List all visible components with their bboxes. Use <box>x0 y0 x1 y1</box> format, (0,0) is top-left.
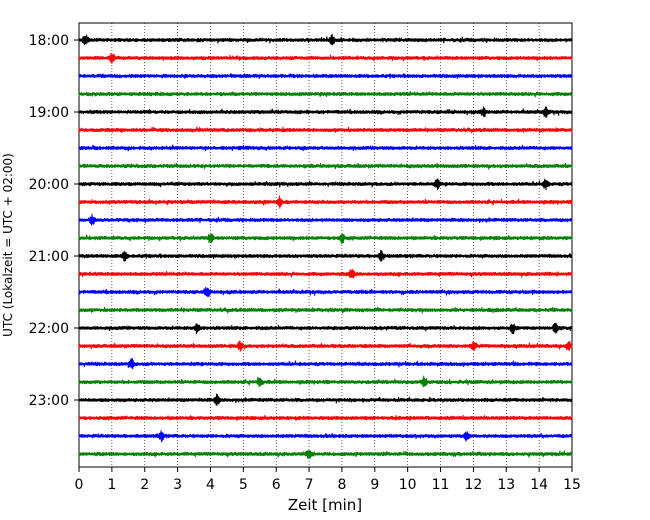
trace-2115 <box>78 268 573 279</box>
x-tick-label-8: 8 <box>337 477 346 493</box>
trace-2030 <box>78 213 573 226</box>
x-axis-ticks: 0 1 2 3 4 5 6 7 8 9 10 11 12 13 14 15 <box>75 467 581 493</box>
grid-lines <box>111 23 540 467</box>
x-tick-label-12: 12 <box>464 477 482 493</box>
trace-1930 <box>78 144 573 152</box>
trace-1915 <box>78 126 573 134</box>
x-tick-label-10: 10 <box>399 477 417 493</box>
trace-2315 <box>78 414 573 421</box>
x-tick-label-15: 15 <box>563 477 581 493</box>
trace-2330 <box>78 430 573 443</box>
trace-1900 <box>78 106 573 119</box>
trace-2230 <box>78 357 573 370</box>
x-tick-label-5: 5 <box>239 477 248 493</box>
x-tick-label-2: 2 <box>140 477 149 493</box>
y-axis-ticks: 18:00 19:00 20:00 21:00 22:00 23:00 <box>29 33 79 409</box>
trace-1800 <box>78 34 573 46</box>
x-tick-label-11: 11 <box>432 477 450 493</box>
y-tick-label-2: 20:00 <box>29 177 69 193</box>
trace-2200 <box>78 322 573 335</box>
y-tick-label-4: 22:00 <box>29 321 69 337</box>
y-tick-label-0: 18:00 <box>29 33 69 49</box>
trace-2000 <box>78 178 573 191</box>
trace-1945 <box>78 162 573 170</box>
trace-2100 <box>78 250 573 262</box>
trace-1830 <box>78 73 573 80</box>
x-tick-label-4: 4 <box>206 477 215 493</box>
y-tick-label-1: 19:00 <box>29 105 69 121</box>
x-tick-label-13: 13 <box>497 477 515 493</box>
trace-2345 <box>78 449 573 459</box>
x-tick-label-0: 0 <box>75 477 84 493</box>
trace-lines <box>78 34 573 459</box>
trace-2215 <box>78 340 573 352</box>
x-tick-label-3: 3 <box>173 477 182 493</box>
trace-2245 <box>78 375 573 388</box>
y-axis-label: UTC (Lokalzeit = UTC + 02:00) <box>1 153 15 337</box>
x-tick-label-9: 9 <box>370 477 379 493</box>
trace-2145 <box>78 306 573 314</box>
x-tick-label-14: 14 <box>530 477 548 493</box>
y-tick-label-3: 21:00 <box>29 249 69 265</box>
x-tick-label-6: 6 <box>272 477 281 493</box>
x-tick-label-7: 7 <box>305 477 314 493</box>
trace-2300 <box>78 393 573 406</box>
trace-2130 <box>78 286 573 298</box>
plot-area-frame <box>78 22 573 468</box>
x-axis-label: Zeit [min] <box>288 496 362 514</box>
x-tick-label-1: 1 <box>107 477 116 493</box>
trace-2015 <box>78 195 573 209</box>
trace-2045 <box>78 233 573 244</box>
y-tick-label-5: 23:00 <box>29 393 69 409</box>
trace-1845 <box>78 91 573 98</box>
trace-1815 <box>78 53 573 64</box>
